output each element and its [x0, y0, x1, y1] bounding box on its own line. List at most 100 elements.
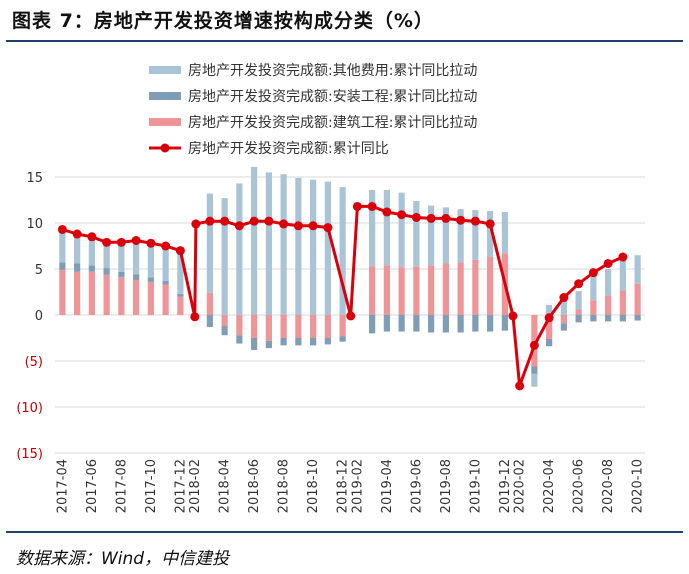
bar-segment — [103, 268, 110, 275]
y-tick-label: 15 — [26, 171, 43, 186]
bar-segment — [605, 315, 612, 322]
bar-segment — [560, 315, 567, 324]
bars — [59, 166, 641, 387]
bar-segment — [457, 262, 464, 315]
bar-segment — [280, 338, 287, 346]
bar-segment — [59, 269, 66, 315]
line-point — [102, 237, 112, 247]
bar-segment — [472, 210, 479, 260]
bar-segment — [369, 315, 376, 334]
bar-segment — [531, 366, 538, 374]
line-point — [57, 224, 67, 234]
bar-segment — [413, 266, 420, 315]
line-point — [515, 381, 525, 391]
legend-label: 房地产开发投资完成额:累计同比 — [188, 141, 389, 157]
bar-segment — [590, 315, 597, 322]
bar-segment — [634, 315, 641, 321]
bar-segment — [472, 259, 479, 315]
total-line-path — [61, 204, 624, 388]
bar-segment — [560, 323, 567, 331]
bar-segment — [280, 315, 287, 338]
bar-segment — [265, 315, 272, 341]
line-point — [426, 213, 436, 223]
bar-segment — [162, 280, 169, 285]
line-point — [559, 293, 569, 303]
x-tick-label: 2019-04 — [380, 459, 395, 513]
line-point — [588, 268, 598, 278]
bar-segment — [487, 211, 494, 258]
bar-segment — [103, 274, 110, 315]
bar-segment — [428, 205, 435, 266]
x-tick-label: 2019-08 — [439, 459, 454, 513]
bar-segment — [413, 200, 420, 267]
bar-segment — [442, 207, 449, 264]
legend-swatch — [149, 66, 181, 74]
legend-label: 房地产开发投资完成额:安装工程:累计同比拉动 — [188, 89, 477, 105]
bar-segment — [265, 172, 272, 315]
bar-segment — [339, 315, 346, 337]
legend-label: 房地产开发投资完成额:其他费用:累计同比拉动 — [188, 63, 477, 79]
bar-segment — [546, 315, 553, 339]
line-point — [352, 201, 362, 211]
bar-segment — [501, 211, 508, 254]
x-axis: 2017-04 2017-06 2017-08 2017-10 2017-12 2018-… — [55, 459, 645, 513]
bar-segment — [369, 189, 376, 267]
bar-segment — [310, 338, 317, 346]
bar-segment — [546, 338, 553, 347]
line-point — [191, 219, 201, 229]
bar-segment — [501, 315, 508, 331]
bar-segment — [280, 174, 287, 315]
line-point — [264, 216, 274, 226]
bar-segment — [236, 183, 243, 315]
line-point — [456, 215, 466, 225]
bar-segment — [575, 291, 582, 310]
x-tick-label: 2020-02 — [513, 459, 528, 513]
x-tick-label: 2020-06 — [572, 459, 587, 513]
legend-swatch — [149, 92, 181, 100]
x-tick-label: 2018-02 — [188, 459, 203, 513]
bar-segment — [590, 300, 597, 315]
line-point — [529, 340, 539, 350]
x-tick-label: 2018-10 — [306, 459, 321, 513]
bar-segment — [221, 198, 228, 315]
line-point — [470, 216, 480, 226]
bar-segment — [177, 251, 184, 294]
bar-segment — [619, 290, 626, 315]
line-point — [603, 258, 613, 268]
bar-segment — [442, 263, 449, 315]
bar-segment — [428, 315, 435, 333]
line-point — [323, 223, 333, 233]
bar-segment — [369, 266, 376, 315]
y-tick-label: 5 — [35, 263, 43, 278]
bar-segment — [531, 373, 538, 387]
top-rule — [6, 40, 683, 42]
y-tick-label: (5) — [25, 355, 43, 370]
bar-segment — [560, 299, 567, 315]
bar-segment — [398, 267, 405, 315]
total-line — [57, 201, 628, 391]
bottom-rule — [6, 531, 683, 533]
bar-segment — [442, 315, 449, 333]
bar-segment — [88, 265, 95, 272]
bar-segment — [383, 265, 390, 315]
x-tick-label: 2018-12 — [336, 459, 351, 513]
line-point — [397, 210, 407, 220]
bar-segment — [619, 315, 626, 322]
bar-segment — [634, 255, 641, 284]
bar-segment — [88, 271, 95, 315]
bar-segment — [383, 189, 390, 266]
x-tick-label: 2017-10 — [144, 459, 159, 513]
bar-segment — [221, 315, 228, 327]
line-point — [116, 237, 126, 247]
bar-segment — [605, 269, 612, 296]
bar-segment — [546, 304, 553, 315]
bar-segment — [398, 315, 405, 332]
bar-segment — [103, 242, 110, 269]
line-point — [441, 213, 451, 223]
line-point — [146, 238, 156, 248]
line-point — [411, 212, 421, 222]
figure-title: 图表 7：房地产开发投资增速按构成分类（%） — [12, 10, 434, 32]
y-tick-label: 10 — [26, 217, 43, 232]
line-point — [367, 201, 377, 211]
bar-segment — [206, 315, 213, 327]
